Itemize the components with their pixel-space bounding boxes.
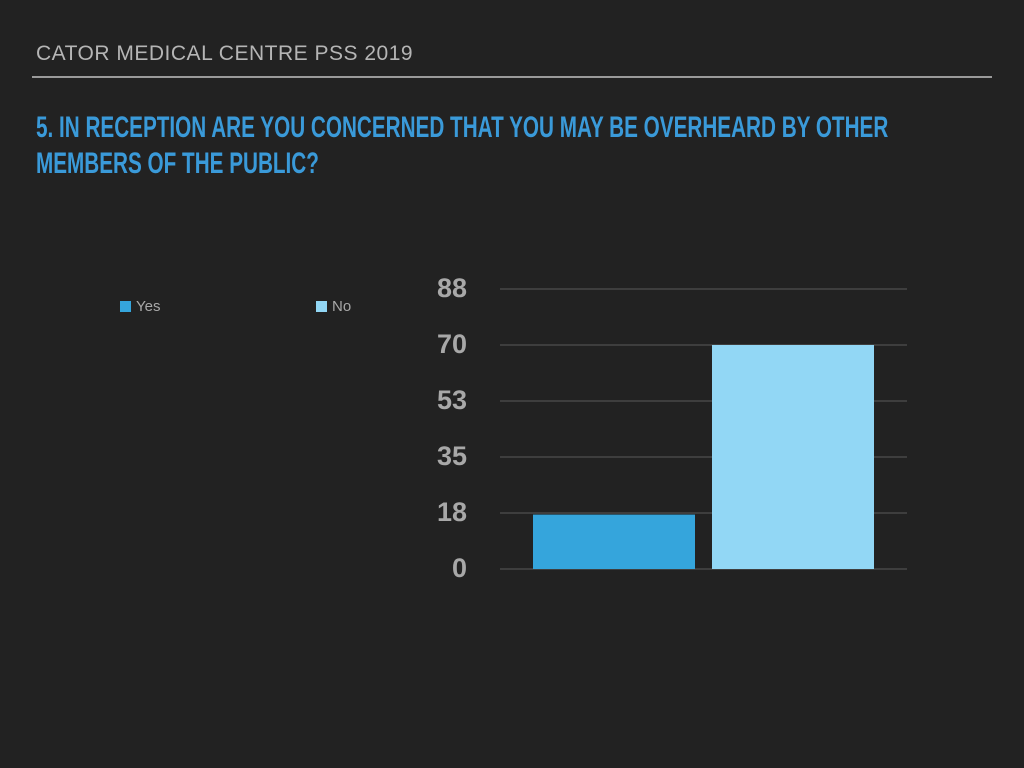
bar: [533, 514, 695, 569]
y-tick-label: 0: [452, 553, 467, 583]
y-tick-label: 88: [437, 273, 467, 303]
legend-label: No: [332, 298, 351, 315]
chart-title: 5. IN RECEPTION ARE YOU CONCERNED THAT Y…: [36, 111, 889, 180]
slide-header: CATOR MEDICAL CENTRE PSS 2019: [36, 42, 414, 65]
y-tick-label: 18: [437, 497, 467, 527]
legend-swatch: [120, 301, 131, 312]
y-tick-label: 53: [437, 385, 467, 415]
legend-label: Yes: [136, 298, 160, 315]
header-rule: [32, 76, 992, 78]
y-tick-label: 70: [437, 329, 467, 359]
title-box: 5. IN RECEPTION ARE YOU CONCERNED THAT Y…: [36, 110, 1016, 190]
legend-swatch: [316, 301, 327, 312]
y-tick-label: 35: [437, 441, 467, 471]
bar: [712, 345, 874, 569]
